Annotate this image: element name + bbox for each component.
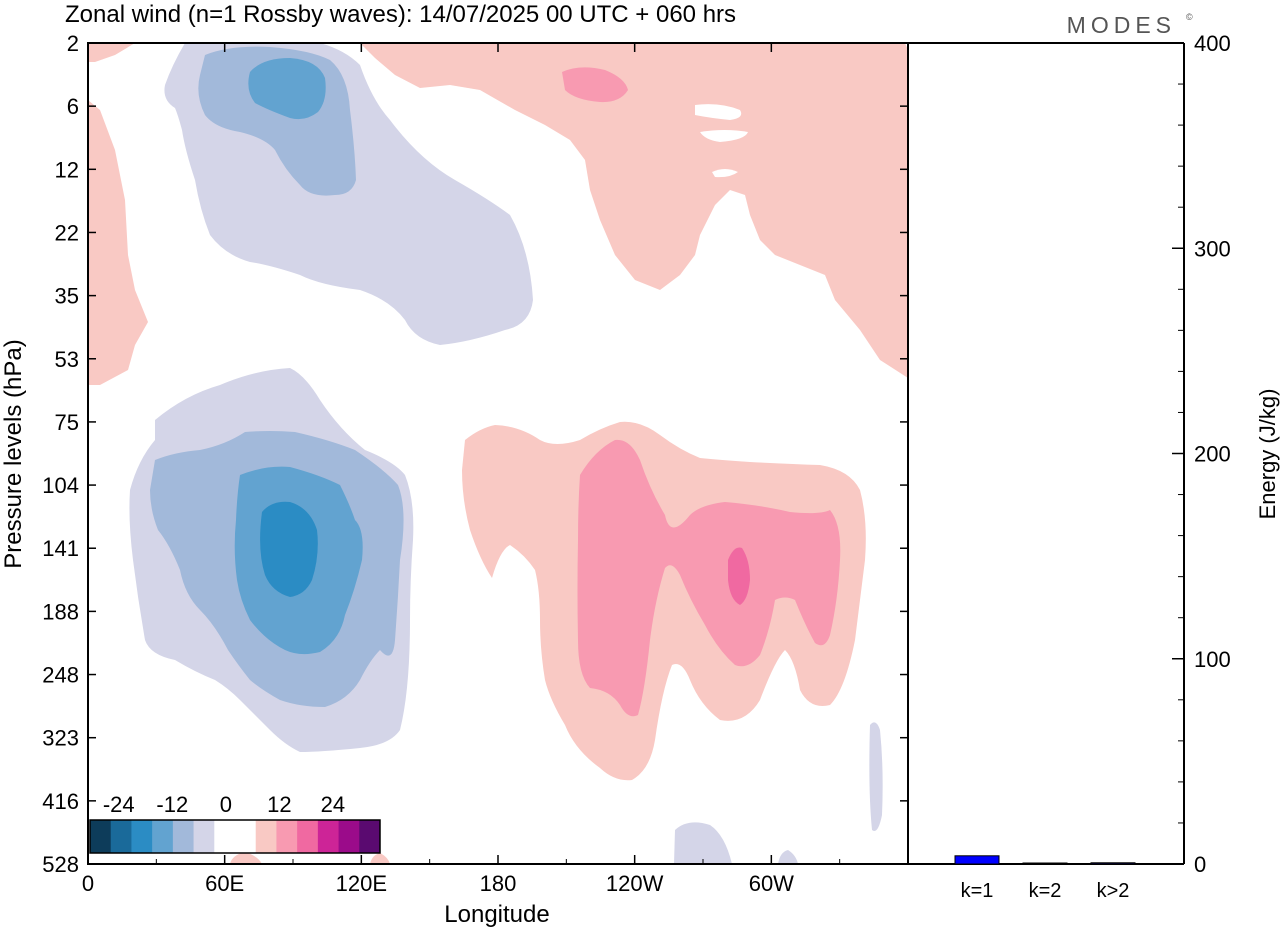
y-tick-label: 104	[42, 473, 79, 498]
energy-bar-k=2	[1022, 862, 1068, 865]
y-tick-label: 323	[42, 726, 79, 751]
contour-positive-west	[88, 100, 148, 385]
y-tick-label: 2	[67, 31, 79, 56]
contour-positive-surface	[230, 852, 262, 864]
energy-bar-label: k=2	[1029, 880, 1062, 902]
colorbar-swatch	[193, 820, 215, 853]
y-tick-label: 188	[42, 599, 79, 624]
x-tick-label: 60W	[749, 871, 794, 896]
y-tick-label: 528	[42, 852, 79, 877]
energy-bar-k=1	[954, 855, 1000, 865]
contour-positive-upper-core	[562, 67, 628, 103]
energy-bar-label: k=1	[961, 880, 994, 902]
contour-negative-surface-1	[674, 822, 732, 864]
contour-field	[88, 43, 908, 864]
contour-positive-lower-core	[728, 547, 750, 605]
energy-tick-label: 0	[1194, 852, 1206, 877]
modes-logo: MODES	[1067, 12, 1176, 38]
contour-positive-lower-mid	[577, 439, 841, 717]
y-tick-label: 416	[42, 789, 79, 814]
energy-bar-k>2	[1090, 862, 1136, 865]
contour-positive-upper	[360, 43, 908, 378]
x-tick-label: 180	[480, 871, 517, 896]
energy-bar-label: k>2	[1097, 880, 1130, 902]
colorbar-swatch	[276, 820, 298, 853]
colorbar-swatch	[235, 820, 257, 853]
colorbar-tick-label: 24	[321, 792, 345, 817]
colorbar-swatch	[338, 820, 360, 853]
logo-mark: ©	[1186, 12, 1193, 22]
colorbar-tick-label: -12	[156, 792, 188, 817]
energy-axis-label: Energy (J/kg)	[1255, 389, 1280, 520]
x-tick-label: 0	[82, 871, 94, 896]
contour-negative-lower-core	[260, 501, 318, 597]
colorbar-swatch	[110, 820, 132, 853]
colorbar-swatch	[359, 820, 381, 853]
x-tick-label: 60E	[205, 871, 244, 896]
longitude-axis: 0 60E 120E 180 120W 60W	[82, 43, 841, 896]
colorbar-swatch	[255, 820, 277, 853]
energy-tick-label: 100	[1194, 647, 1231, 672]
energy-tick-label: 400	[1194, 31, 1231, 56]
y-tick-label: 35	[55, 284, 79, 309]
energy-axis: 0 100 200 300 400	[1172, 31, 1231, 877]
energy-tick-label: 200	[1194, 442, 1231, 467]
contour-positive-top-left	[88, 43, 135, 62]
y-tick-label: 22	[55, 220, 79, 245]
colorbar-swatch	[131, 820, 153, 853]
colorbar-frame	[89, 819, 381, 854]
colorbar-swatch	[214, 820, 236, 853]
chart-title: Zonal wind (n=1 Rossby waves): 14/07/202…	[65, 1, 736, 28]
contour-negative-upper-core	[248, 58, 326, 120]
pressure-axis: 2 6 12 22 35 53 75 104 141 188 248 323 416 528	[42, 31, 908, 877]
energy-bar-labels: k=1 k=2 k>2	[961, 880, 1130, 902]
x-tick-label: 120E	[336, 871, 387, 896]
colorbar-swatch	[172, 820, 195, 853]
colorbar-tick-label: 0	[220, 792, 232, 817]
contour-negative-surface-2	[778, 850, 798, 864]
colorbar-swatch	[152, 820, 174, 853]
y-axis-label: Pressure levels (hPa)	[0, 339, 27, 568]
colorbar-swatch	[317, 820, 340, 853]
y-tick-label: 248	[42, 663, 79, 688]
x-tick-label: 120W	[606, 871, 664, 896]
colorbar-swatch	[297, 820, 319, 853]
x-axis-label: Longitude	[444, 901, 549, 928]
y-tick-label: 6	[67, 94, 79, 119]
y-tick-label: 53	[55, 347, 79, 372]
colorbar: -24 -12 0 12 24	[89, 792, 381, 854]
energy-bars	[954, 855, 1136, 865]
colorbar-swatch	[90, 820, 112, 853]
contour-negative-east-strip	[869, 722, 883, 831]
y-tick-label: 75	[55, 410, 79, 435]
colorbar-tick-label: -24	[103, 792, 135, 817]
energy-tick-label: 300	[1194, 236, 1231, 261]
y-tick-label: 141	[42, 536, 79, 561]
colorbar-tick-label: 12	[267, 792, 291, 817]
y-tick-label: 12	[55, 157, 79, 182]
